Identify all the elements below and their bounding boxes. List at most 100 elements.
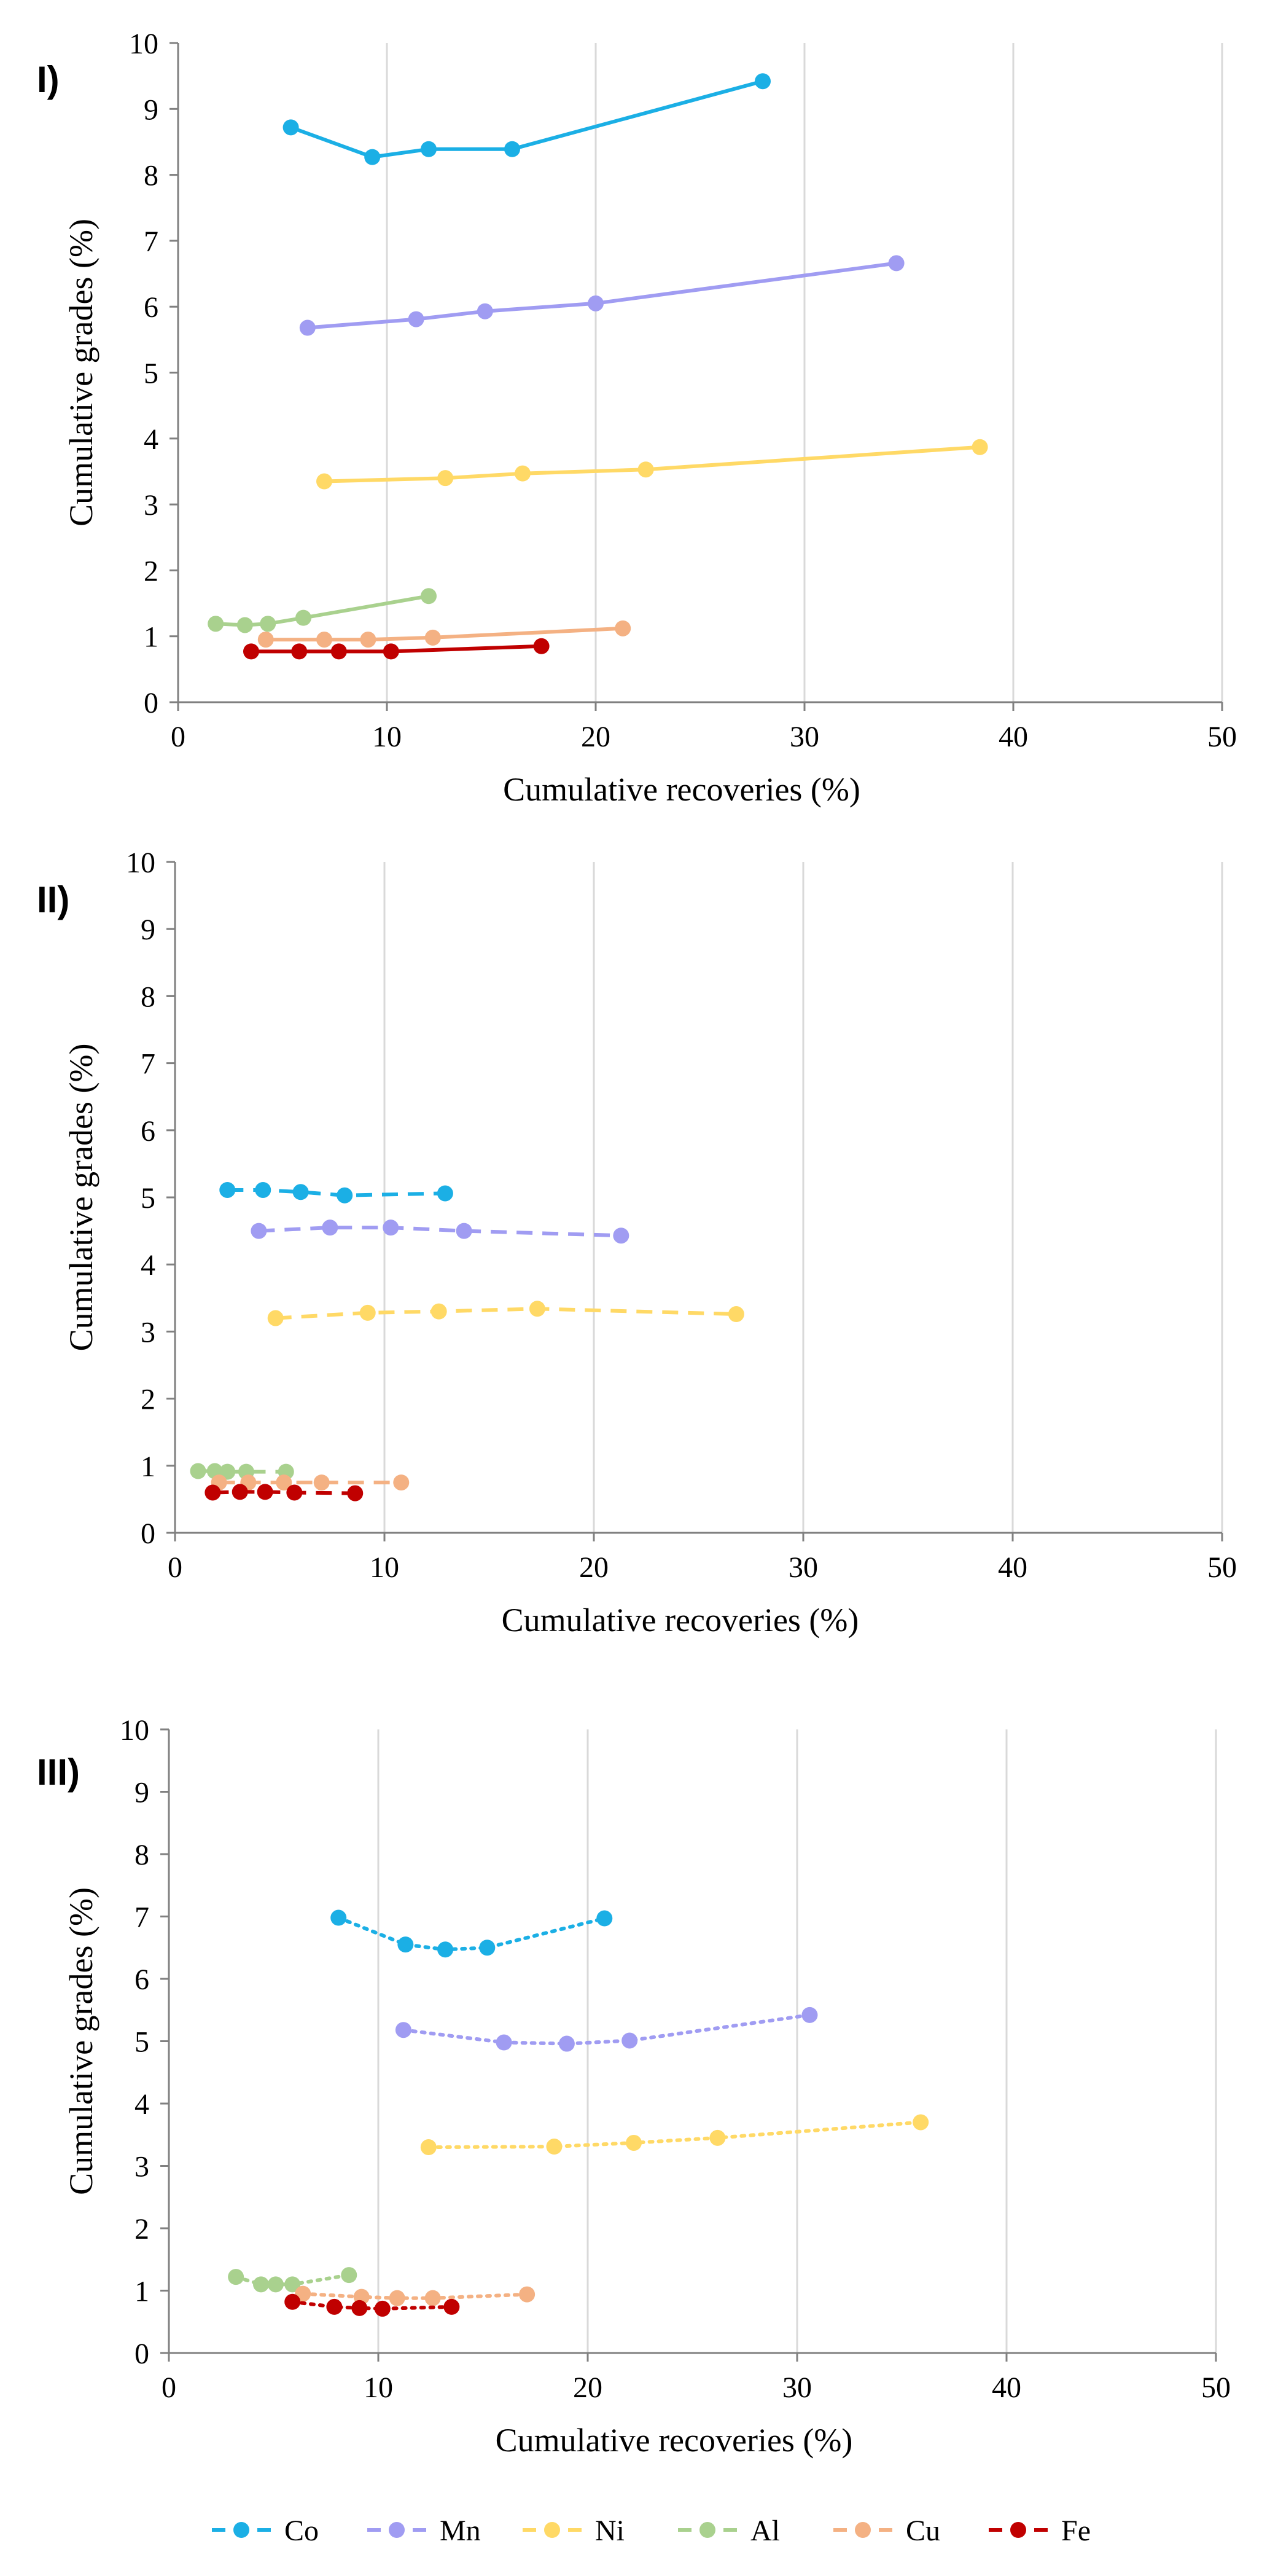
data-point-fe bbox=[284, 2293, 301, 2310]
y-tick-label: 3 bbox=[144, 489, 158, 522]
y-tick-label: 0 bbox=[144, 687, 158, 719]
legend: Co Mn Ni Al Cu Fe bbox=[212, 2515, 1091, 2547]
data-point-fe bbox=[330, 643, 347, 660]
y-tick-label: 8 bbox=[141, 981, 155, 1013]
data-point-co bbox=[504, 141, 520, 157]
data-point-mn bbox=[613, 1227, 629, 1244]
data-point-ni bbox=[515, 465, 531, 482]
data-point-al bbox=[236, 617, 253, 633]
y-tick-label: 5 bbox=[141, 1182, 155, 1215]
data-point-co bbox=[479, 1940, 496, 1956]
data-point-ni bbox=[546, 2139, 563, 2155]
data-point-al bbox=[260, 616, 276, 632]
series-co bbox=[282, 73, 771, 165]
data-point-co bbox=[292, 1184, 309, 1200]
data-point-al bbox=[341, 2267, 357, 2284]
x-tick-label: 0 bbox=[162, 2371, 176, 2404]
data-point-co bbox=[364, 149, 381, 165]
x-tick-label: 10 bbox=[372, 721, 402, 753]
data-point-al bbox=[267, 2276, 284, 2293]
series-line-co bbox=[289, 79, 765, 159]
data-point-mn bbox=[888, 255, 905, 272]
series-co bbox=[330, 1909, 613, 1958]
data-point-ni bbox=[709, 2129, 726, 2146]
x-tick-label: 0 bbox=[168, 1551, 182, 1584]
data-point-cu bbox=[519, 2286, 536, 2303]
y-tick-label: 10 bbox=[126, 847, 155, 879]
y-tick-label: 7 bbox=[144, 225, 158, 258]
legend-entry-mn: Mn bbox=[367, 2515, 481, 2547]
data-point-co bbox=[330, 1909, 347, 1926]
data-point-ni bbox=[316, 473, 332, 490]
data-point-al bbox=[421, 588, 437, 605]
x-tick-label: 30 bbox=[789, 1551, 818, 1584]
series-mn bbox=[299, 255, 905, 336]
series-line-mn bbox=[305, 261, 898, 330]
data-point-ni bbox=[267, 1310, 284, 1326]
x-tick-label: 20 bbox=[573, 2371, 602, 2404]
y-tick-label: 8 bbox=[144, 160, 158, 192]
data-point-cu bbox=[257, 632, 274, 648]
data-point-fe bbox=[351, 2300, 368, 2316]
data-point-cu bbox=[360, 632, 376, 648]
data-point-ni bbox=[529, 1301, 545, 1317]
x-tick-label: 30 bbox=[782, 2371, 812, 2404]
data-point-co bbox=[437, 1941, 454, 1958]
y-tick-label: 7 bbox=[141, 1048, 155, 1081]
data-point-al bbox=[228, 2269, 244, 2285]
series-al bbox=[228, 2267, 357, 2293]
data-point-ni bbox=[430, 1303, 447, 1320]
series-line-ni bbox=[275, 1307, 736, 1320]
x-tick-label: 40 bbox=[999, 721, 1028, 753]
y-tick-label: 4 bbox=[134, 2088, 149, 2121]
chart-panel-3: 0 1 2 3 4 5 6 7 8 9 10 0 10 20 30 40 50 Cumulative recove… bbox=[37, 1714, 1231, 2459]
series-ni bbox=[420, 2114, 929, 2156]
y-tick-label: 9 bbox=[134, 1777, 149, 1809]
y-tick-label: 9 bbox=[144, 93, 158, 126]
y-tick-label: 2 bbox=[141, 1384, 155, 1416]
x-tick-label: 0 bbox=[171, 721, 185, 753]
y-axis-title: Cumulative grades (%) bbox=[63, 1044, 99, 1352]
data-point-co bbox=[437, 1185, 453, 1202]
data-point-ni bbox=[437, 470, 454, 487]
x-axis-title: Cumulative recoveries (%) bbox=[496, 2422, 853, 2459]
panel-label: II) bbox=[37, 879, 69, 920]
data-point-al bbox=[253, 2276, 270, 2293]
data-point-cu bbox=[389, 2290, 405, 2306]
x-tick-label: 10 bbox=[370, 1551, 399, 1584]
y-axis-title: Cumulative grades (%) bbox=[63, 1887, 99, 2195]
data-point-co bbox=[219, 1181, 236, 1198]
y-tick-label: 0 bbox=[134, 2338, 149, 2370]
data-point-cu bbox=[424, 2290, 441, 2306]
legend-label: Mn bbox=[440, 2515, 481, 2547]
data-point-co bbox=[337, 1187, 353, 1204]
series-fe bbox=[205, 1484, 364, 1501]
x-tick-label: 10 bbox=[364, 2371, 393, 2404]
series-cu bbox=[257, 620, 631, 648]
data-point-ni bbox=[972, 439, 988, 455]
y-tick-label: 2 bbox=[134, 2213, 149, 2245]
data-point-mn bbox=[322, 1219, 338, 1236]
chart-panel-1: 0 1 2 3 4 5 6 7 8 9 10 0 10 20 30 40 50 Cumulative recove… bbox=[37, 28, 1237, 808]
y-tick-label: 7 bbox=[134, 1901, 149, 1934]
data-point-co bbox=[282, 119, 299, 136]
data-point-al bbox=[219, 1463, 236, 1480]
y-tick-label: 6 bbox=[144, 291, 158, 324]
legend-label: Al bbox=[750, 2515, 780, 2547]
x-tick-label: 40 bbox=[998, 1551, 1027, 1584]
legend-marker-co bbox=[233, 2522, 249, 2538]
panel-label: I) bbox=[37, 59, 60, 100]
data-point-cu bbox=[316, 632, 332, 648]
data-point-co bbox=[755, 73, 771, 90]
x-tick-label: 50 bbox=[1207, 1551, 1237, 1584]
legend-label: Ni bbox=[595, 2515, 625, 2547]
data-point-ni bbox=[637, 461, 654, 478]
data-point-ni bbox=[359, 1304, 376, 1321]
legend-entry-al: Al bbox=[678, 2515, 780, 2547]
series-line-cu bbox=[301, 2292, 529, 2300]
data-point-co bbox=[255, 1181, 271, 1198]
x-tick-label: 20 bbox=[579, 1551, 609, 1584]
series-cu bbox=[295, 2285, 536, 2306]
data-point-fe bbox=[232, 1484, 248, 1500]
